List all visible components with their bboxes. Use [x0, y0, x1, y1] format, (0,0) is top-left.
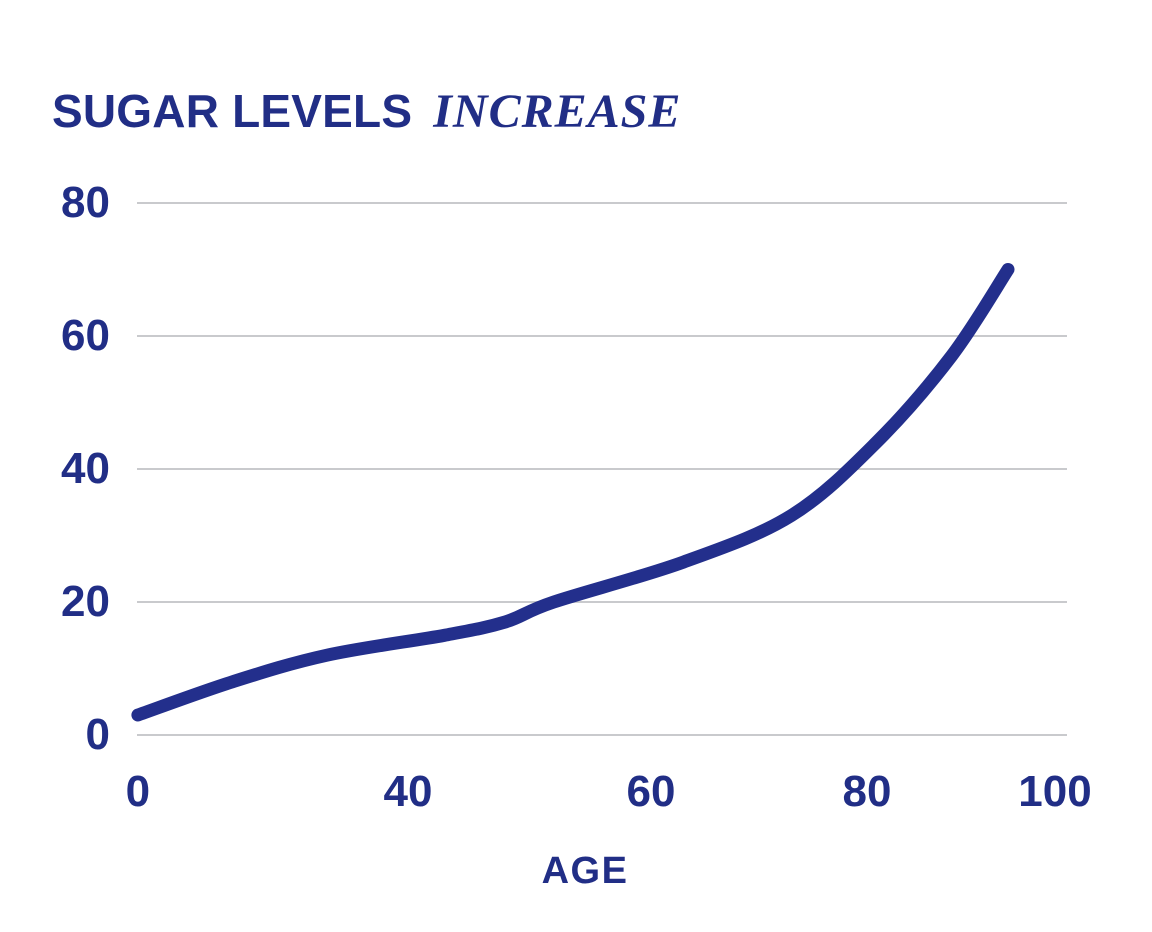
- gridlines: [137, 202, 1067, 736]
- y-tick-label-80: 80: [61, 178, 110, 227]
- title-main: SUGAR LEVELS: [52, 85, 413, 137]
- title-emphasis: INCREASE: [433, 85, 682, 138]
- y-tick-label-60: 60: [61, 311, 110, 360]
- x-tick-label-40: 40: [383, 767, 433, 816]
- y-tick-label-0: 0: [85, 710, 110, 759]
- x-tick-label-80: 80: [842, 767, 892, 816]
- x-tick-label-100: 100: [1018, 767, 1092, 816]
- x-tick-label-0: 0: [125, 767, 151, 816]
- page-title: SUGAR LEVELS INCREASE: [52, 84, 681, 139]
- y-tick-label-40: 40: [61, 444, 110, 493]
- sugar-level-curve: [131, 263, 1015, 722]
- y-tick-label-20: 20: [61, 577, 110, 626]
- x-tick-label-60: 60: [626, 767, 676, 816]
- x-axis-title: AGE: [541, 850, 629, 892]
